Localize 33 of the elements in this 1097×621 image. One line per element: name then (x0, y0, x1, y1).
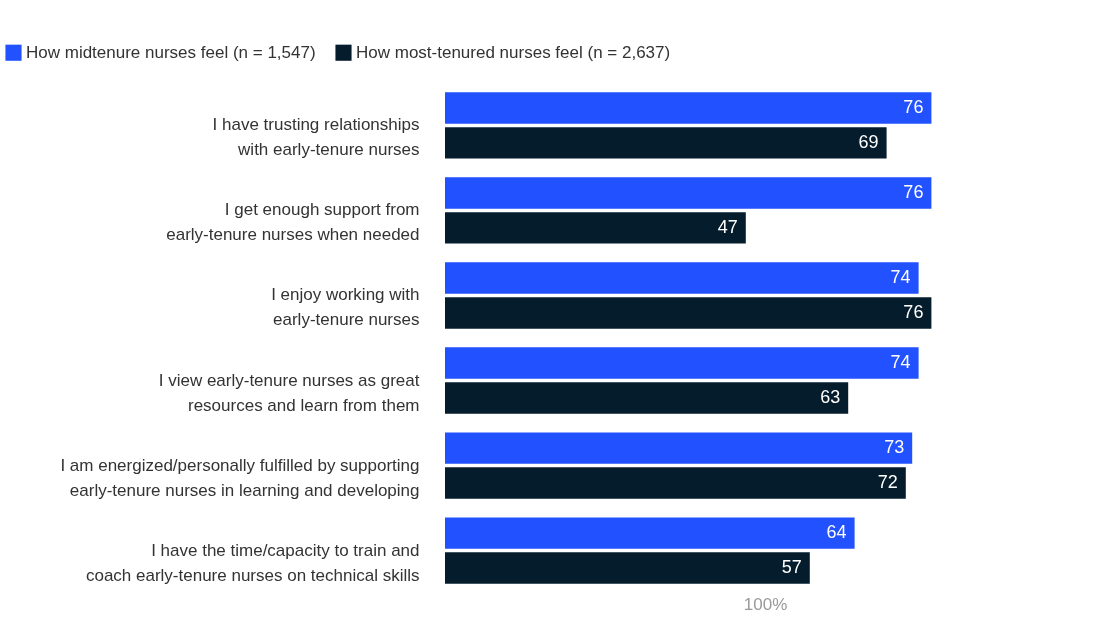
y-tick-label: I view early-tenure nurses as great resources and learn from them (158, 370, 420, 415)
legend-label: How most-tenured nurses feel (n = 2,637) (356, 42, 671, 62)
data-label: 76 (903, 301, 924, 322)
x-axis-title: 100% (743, 594, 788, 614)
data-label: 72 (877, 472, 898, 493)
y-tick-label: I get enough support from early-tenure nurses when needed (166, 200, 420, 245)
data-label: 57 (781, 557, 802, 578)
bar (445, 127, 887, 159)
bar (445, 347, 919, 379)
y-tick-label: I am energized/personally fulfilled by supporting early-tenure nurses in learning and developing (60, 455, 420, 500)
legend-label: How midtenure nurses feel (n = 1,547) (26, 42, 316, 62)
bar (445, 92, 932, 124)
data-label: 69 (858, 131, 879, 152)
y-tick-label: I have the time/capacity to train and coach early-tenure nurses on technical skills (85, 540, 420, 585)
bar (445, 467, 906, 499)
bar (445, 212, 746, 244)
data-label: 74 (890, 352, 911, 373)
bar (445, 517, 855, 549)
bar (445, 432, 913, 464)
bar (445, 177, 932, 209)
data-label: 47 (717, 216, 738, 237)
bar (445, 262, 919, 294)
data-label: 73 (884, 437, 905, 458)
bar (445, 297, 932, 329)
data-label: 64 (826, 522, 847, 543)
data-label: 76 (903, 96, 924, 117)
bar (445, 382, 849, 414)
data-label: 76 (903, 181, 924, 202)
data-label: 63 (820, 386, 841, 407)
y-tick-label: I enjoy working with early-tenure nurses (271, 285, 420, 330)
y-tick-label: I have trusting relationships with early-tenure nurses (212, 115, 420, 160)
data-label: 74 (890, 267, 911, 288)
bar (445, 552, 810, 584)
